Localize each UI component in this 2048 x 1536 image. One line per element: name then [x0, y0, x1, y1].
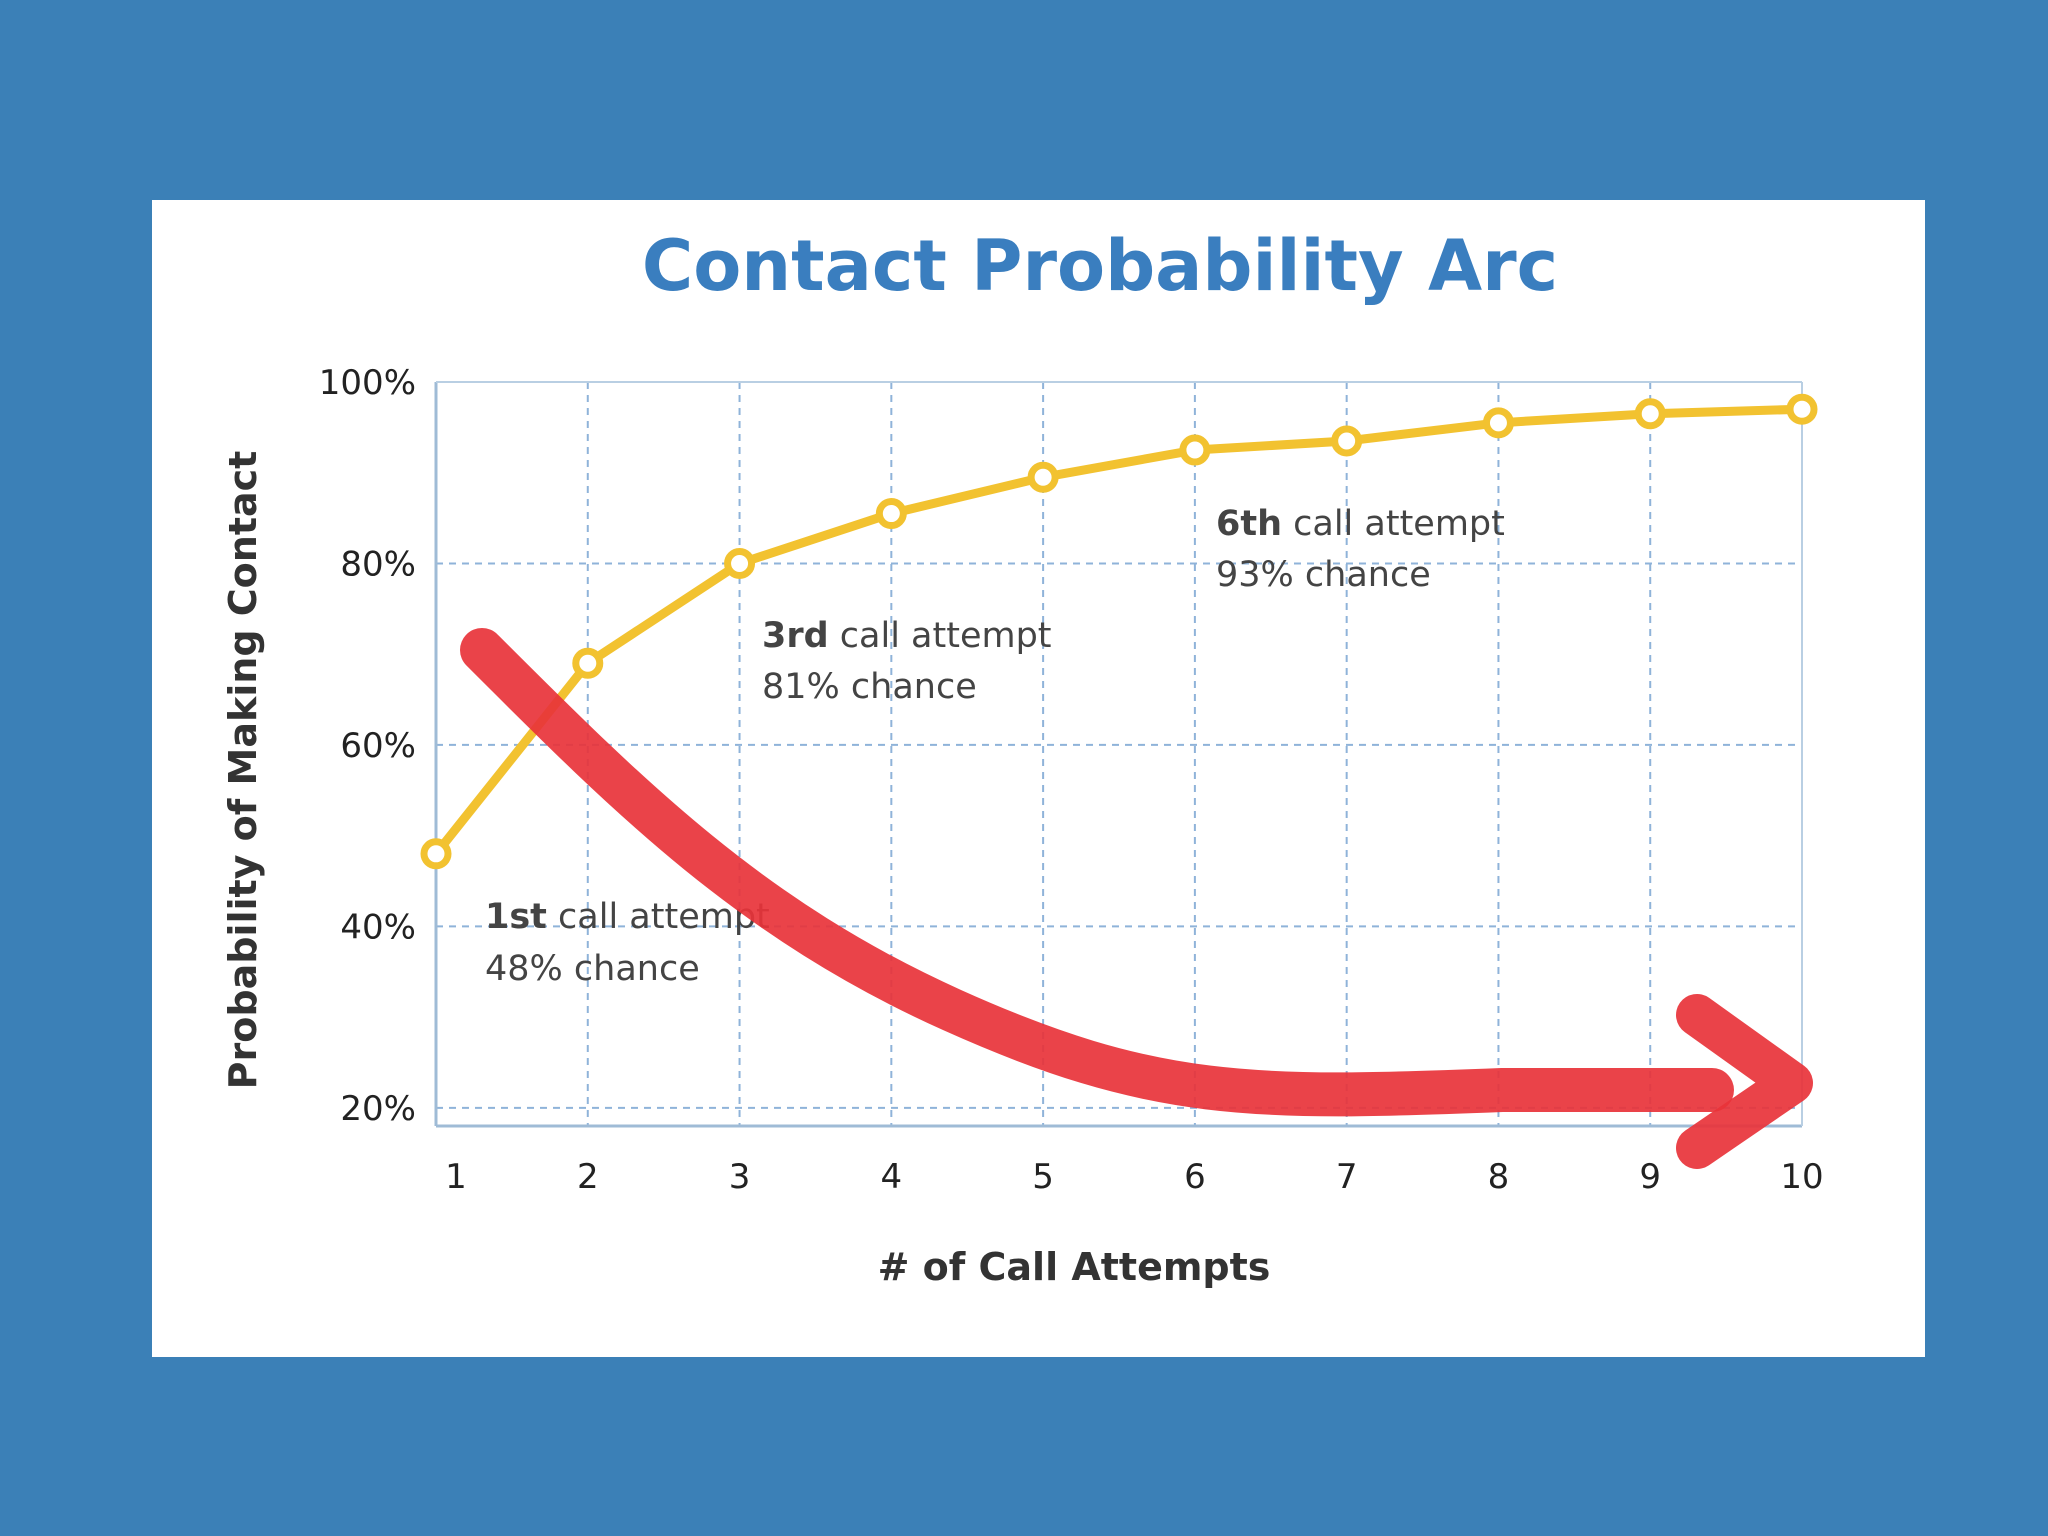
- x-tick-label: 1: [445, 1157, 467, 1197]
- data-point: [1331, 425, 1363, 457]
- y-axis-title: Probability of Making Contact: [221, 451, 265, 1090]
- series-line: [431, 404, 1807, 859]
- contact-probability-chart: Contact Probability Arc 20% 40% 60% 80% 100%…: [221, 225, 1824, 1289]
- x-tick-label: 6: [1184, 1157, 1206, 1197]
- annotation-1st-sub: 48% chance: [485, 949, 700, 989]
- data-point: [1027, 461, 1059, 493]
- annotation-1st-bold: 1st: [485, 897, 547, 937]
- axes: [434, 381, 1803, 1128]
- red-arrow-overlay: [460, 628, 1813, 1169]
- annotation-6th-text: call attempt: [1282, 504, 1505, 544]
- x-tick-label: 3: [729, 1157, 751, 1197]
- series-line-path: [431, 404, 1807, 859]
- chart-title: Contact Probability Arc: [642, 225, 1558, 307]
- data-point: [1634, 398, 1666, 430]
- data-point: [1179, 434, 1211, 466]
- data-point: [724, 547, 756, 579]
- annotation-6th-bold: 6th: [1216, 504, 1282, 544]
- x-tick-label: 7: [1336, 1157, 1358, 1197]
- x-axis-title: # of Call Attempts: [878, 1245, 1271, 1289]
- svg-text:1st call attempt: 1st call attempt: [485, 897, 770, 937]
- data-point: [1786, 393, 1818, 425]
- x-tick-labels: 1 2 3 4 5 6 7 8 9 10: [445, 1157, 1823, 1197]
- y-tick-label: 100%: [319, 363, 416, 403]
- x-tick-label: 10: [1780, 1157, 1823, 1197]
- svg-text:3rd call attempt: 3rd call attempt: [762, 616, 1052, 656]
- data-points: [420, 393, 1818, 870]
- annotation-3rd-sub: 81% chance: [762, 667, 977, 707]
- annotation-3rd-text: call attempt: [829, 616, 1052, 656]
- x-tick-label: 5: [1032, 1157, 1054, 1197]
- data-point: [420, 838, 452, 870]
- annotation-6th-sub: 93% chance: [1216, 555, 1431, 595]
- annotation-3rd-call: 3rd call attempt 81% chance: [762, 616, 1052, 707]
- y-tick-label: 40%: [340, 907, 416, 947]
- y-tick-labels: 20% 40% 60% 80% 100%: [319, 363, 416, 1129]
- x-tick-label: 8: [1488, 1157, 1510, 1197]
- svg-text:6th call attempt: 6th call attempt: [1216, 504, 1505, 544]
- x-tick-label: 4: [881, 1157, 903, 1197]
- annotation-3rd-bold: 3rd: [762, 616, 829, 656]
- grid: [436, 381, 1803, 1126]
- data-point: [572, 647, 604, 679]
- y-tick-label: 60%: [340, 726, 416, 766]
- red-arrow-curve: [460, 628, 1734, 1117]
- red-arrow-head: [1676, 994, 1813, 1169]
- annotation-1st-call: 1st call attempt 48% chance: [485, 897, 770, 989]
- data-point: [1482, 407, 1514, 439]
- data-point: [875, 498, 907, 530]
- annotation-6th-call: 6th call attempt 93% chance: [1216, 504, 1505, 595]
- x-tick-label: 2: [577, 1157, 599, 1197]
- y-tick-label: 20%: [340, 1089, 416, 1129]
- x-tick-label: 9: [1639, 1157, 1661, 1197]
- y-tick-label: 80%: [340, 544, 416, 584]
- chart-card: Contact Probability Arc 20% 40% 60% 80% 100%…: [152, 200, 1925, 1357]
